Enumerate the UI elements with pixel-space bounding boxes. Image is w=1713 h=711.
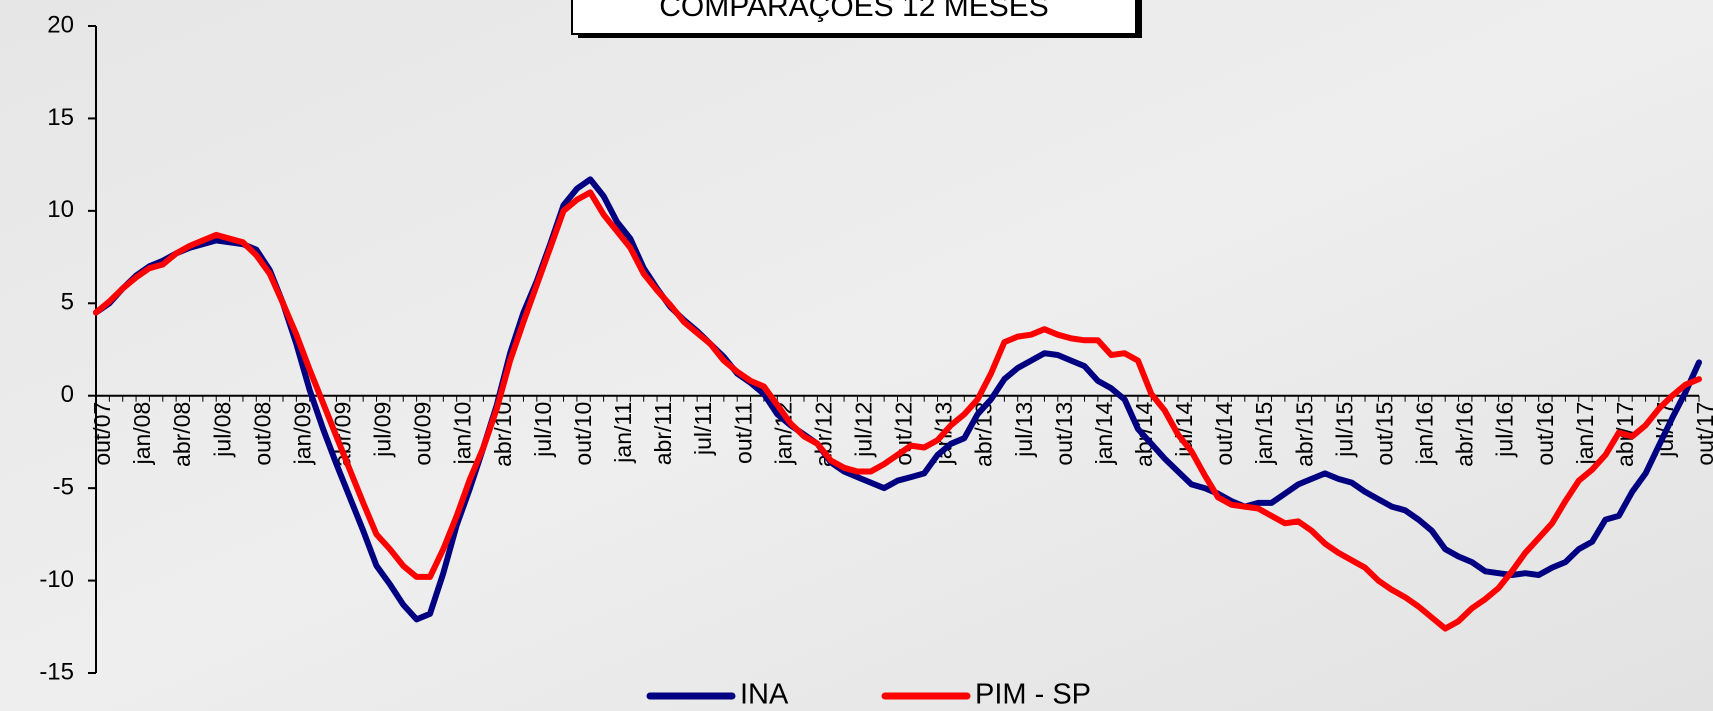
chart-title: COMPARAÇÕES 12 MESES — [659, 0, 1049, 23]
x-tick-label: abr/08 — [169, 402, 195, 467]
x-tick-label: jul/10 — [530, 402, 556, 458]
legend-label: PIM - SP — [975, 679, 1091, 711]
x-tick-label: jan/15 — [1251, 402, 1277, 466]
background — [0, 0, 1713, 711]
y-tick-label: 0 — [61, 381, 74, 408]
x-tick-label: out/17 — [1692, 402, 1713, 466]
y-tick-label: -10 — [39, 566, 74, 593]
y-tick-label: 15 — [47, 104, 74, 131]
x-tick-label: jul/08 — [209, 402, 235, 458]
x-tick-label: out/13 — [1051, 402, 1077, 466]
x-tick-label: out/09 — [410, 402, 436, 466]
x-tick-label: jul/09 — [370, 402, 396, 458]
x-tick-label: out/16 — [1532, 402, 1558, 466]
y-tick-label: 20 — [47, 11, 74, 38]
x-tick-label: jul/16 — [1492, 402, 1518, 458]
x-tick-label: abr/11 — [650, 402, 676, 466]
x-tick-label: out/15 — [1371, 402, 1397, 466]
x-tick-label: out/14 — [1211, 402, 1237, 466]
legend-label: INA — [740, 679, 789, 711]
x-tick-label: jan/08 — [129, 402, 155, 466]
x-tick-label: jan/16 — [1412, 402, 1438, 466]
x-tick-label: jan/17 — [1572, 402, 1598, 466]
x-tick-label: out/07 — [89, 402, 115, 466]
x-tick-label: abr/16 — [1452, 402, 1478, 467]
x-tick-label: jul/15 — [1331, 402, 1357, 458]
x-tick-label: out/11 — [730, 402, 756, 464]
y-tick-label: 10 — [47, 196, 74, 223]
y-tick-label: 5 — [61, 289, 74, 316]
x-tick-label: out/08 — [249, 402, 275, 466]
x-tick-label: jul/13 — [1011, 402, 1037, 458]
x-tick-label: jul/11 — [690, 402, 716, 456]
x-tick-label: out/10 — [570, 402, 596, 466]
x-tick-label: jan/14 — [1091, 402, 1117, 466]
x-tick-label: jan/10 — [450, 402, 476, 466]
x-tick-label: jan/09 — [289, 402, 315, 466]
y-tick-label: -5 — [53, 473, 74, 500]
x-tick-label: jan/11 — [610, 402, 636, 464]
x-tick-label: jul/12 — [851, 402, 877, 458]
y-tick-label: -15 — [39, 658, 74, 685]
x-tick-label: abr/15 — [1291, 402, 1317, 467]
chart: COMPARAÇÕES 12 MESES INA PIM - SP -15 -10 -… — [0, 0, 1713, 711]
